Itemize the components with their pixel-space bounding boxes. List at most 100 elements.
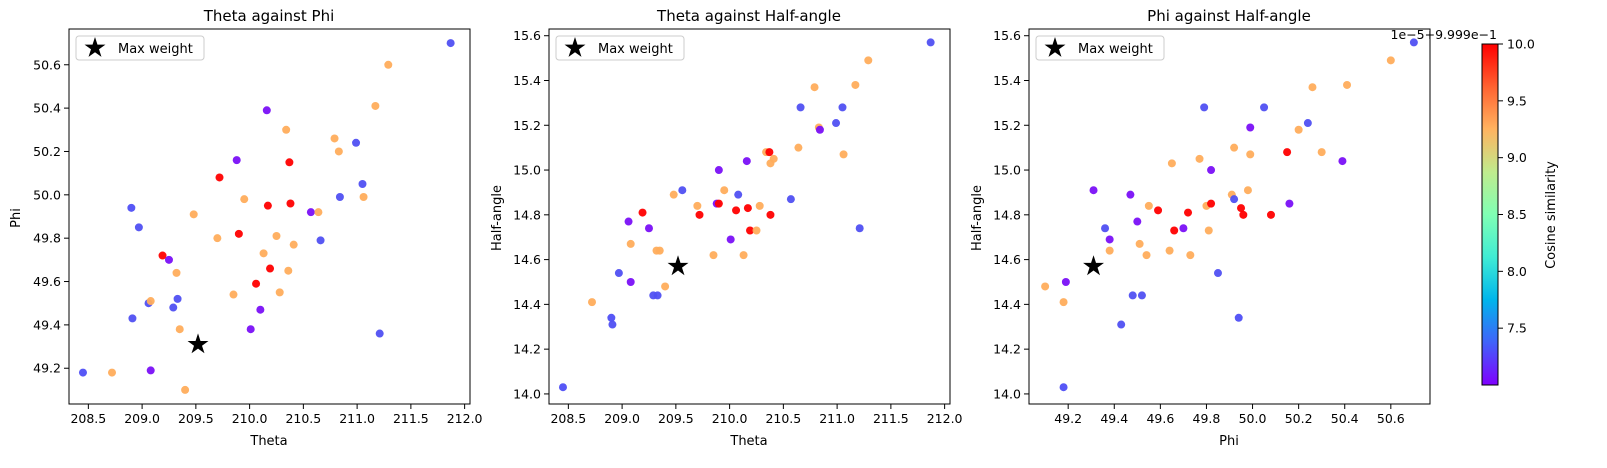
scatter-point <box>1105 235 1114 244</box>
scatter-point <box>1128 291 1137 300</box>
scatter-point <box>1142 251 1151 260</box>
scatter-point <box>384 60 393 69</box>
scatter-point <box>1303 119 1312 128</box>
scatter-point <box>1135 239 1144 248</box>
scatter-point <box>1207 199 1216 208</box>
scatter-point <box>181 385 190 394</box>
scatter-point <box>246 325 255 334</box>
y-tick-label: 49.8 <box>33 231 61 246</box>
legend-label: Max weight <box>118 42 193 57</box>
scatter-points <box>558 38 935 392</box>
scatter-point <box>146 366 155 375</box>
scatter-point <box>1179 224 1188 233</box>
scatter-point <box>769 154 778 163</box>
scatter-point <box>746 226 755 235</box>
y-tick-label: 50.4 <box>33 101 61 116</box>
colorbar-tick-label: 8.0 <box>1507 264 1527 279</box>
scatter-point <box>714 166 723 175</box>
scatter-point <box>726 235 735 244</box>
y-tick-label: 14.0 <box>513 386 541 401</box>
plot-frame <box>68 28 471 405</box>
plot-area: 49.2 49.4 49.6 49.8 50.0 50.2 50.4 50.6 14.0 14.2… <box>993 28 1431 426</box>
scatter-point <box>1137 291 1146 300</box>
scatter-point <box>285 158 294 167</box>
x-tick-label: 208.5 <box>550 411 586 426</box>
y-tick-label: 49.6 <box>33 274 61 289</box>
scatter-point <box>263 201 272 210</box>
chart-title: Theta against Half-angle <box>656 7 841 25</box>
scatter-point <box>169 303 178 312</box>
x-tick-label: 49.2 <box>1054 411 1082 426</box>
max-weight-star-icon <box>1083 255 1104 276</box>
scatter-point <box>1133 217 1142 226</box>
y-tick-label: 14.4 <box>513 297 541 312</box>
scatter-point <box>189 210 198 219</box>
colorbar-tick-label: 9.5 <box>1507 93 1527 108</box>
scatter-point <box>1343 80 1352 89</box>
scatter-points <box>1041 38 1418 392</box>
scatter-point <box>1117 320 1126 329</box>
scatter-point <box>314 208 323 217</box>
legend-box <box>75 35 205 61</box>
scatter-point <box>1266 210 1275 219</box>
y-axis-label: Half-angle <box>970 185 985 251</box>
colorbar-label: Cosine similarity <box>1544 161 1559 269</box>
scatter-point <box>796 103 805 112</box>
x-tick-label: 211.5 <box>393 411 429 426</box>
colorbar-tick-label: 7.5 <box>1507 321 1527 336</box>
y-tick-label: 50.6 <box>33 57 61 72</box>
scatter-point <box>1170 226 1179 235</box>
scatter-point <box>743 204 752 213</box>
x-tick-label: 211.0 <box>339 411 375 426</box>
scatter-point <box>1184 208 1193 217</box>
max-weight-star-icon <box>187 333 209 354</box>
scatter-point <box>1144 201 1153 210</box>
y-tick-label: 49.4 <box>33 317 61 332</box>
chart-panel-3: Phi against Half-angle 49.2 49.4 49.6 49.8 5… <box>970 7 1431 449</box>
plot-area: 208.5 209.0 209.5 210.0 210.5 211.0 211.5 212.0… <box>33 28 483 426</box>
scatter-point <box>839 150 848 159</box>
x-tick-label: 212.0 <box>927 411 963 426</box>
scatter-point <box>626 277 635 286</box>
chart-title: Theta against Phi <box>203 7 335 25</box>
scatter-point <box>1285 199 1294 208</box>
scatter-point <box>1294 125 1303 134</box>
x-axis-label: Theta <box>249 434 287 449</box>
x-tick-label: 50.6 <box>1377 411 1405 426</box>
scatter-point <box>794 143 803 152</box>
scatter-point <box>608 320 617 329</box>
y-tick-label: 15.4 <box>513 73 541 88</box>
scatter-point <box>1230 143 1239 152</box>
y-tick-label: 15.2 <box>993 118 1021 133</box>
scatter-point <box>371 101 380 110</box>
plot-area: 208.5 209.0 209.5 210.0 210.5 211.0 211.5 212.0… <box>513 28 962 426</box>
scatter-point <box>266 264 275 273</box>
scatter-point <box>1195 154 1204 163</box>
scatter-point <box>810 83 819 92</box>
colorbar-offset-text: 1e−5+9.999e−1 <box>1391 27 1497 42</box>
scatter-point <box>732 206 741 215</box>
scatter-point <box>282 125 291 134</box>
x-tick-label: 209.0 <box>604 411 640 426</box>
scatter-point <box>864 56 873 65</box>
y-tick-label: 15.2 <box>513 118 541 133</box>
scatter-point <box>1126 190 1135 199</box>
x-tick-label: 209.5 <box>658 411 694 426</box>
scatter-point <box>1105 246 1114 255</box>
scatter-point <box>1338 157 1347 166</box>
scatter-point <box>1283 148 1292 157</box>
legend-box <box>555 35 685 61</box>
y-tick-label: 15.6 <box>513 28 541 43</box>
x-tick-label: 50.0 <box>1239 411 1267 426</box>
y-tick-label: 15.6 <box>993 28 1021 43</box>
y-tick-label: 15.0 <box>993 163 1021 178</box>
scatter-point <box>678 186 687 195</box>
y-axis-label: Phi <box>9 208 24 228</box>
legend-label: Max weight <box>1078 42 1153 57</box>
legend-star-icon <box>564 37 586 57</box>
scatter-point <box>234 229 243 238</box>
scatter-point <box>256 305 265 314</box>
x-tick-label: 211.0 <box>819 411 855 426</box>
x-tick-label: 209.5 <box>178 411 214 426</box>
